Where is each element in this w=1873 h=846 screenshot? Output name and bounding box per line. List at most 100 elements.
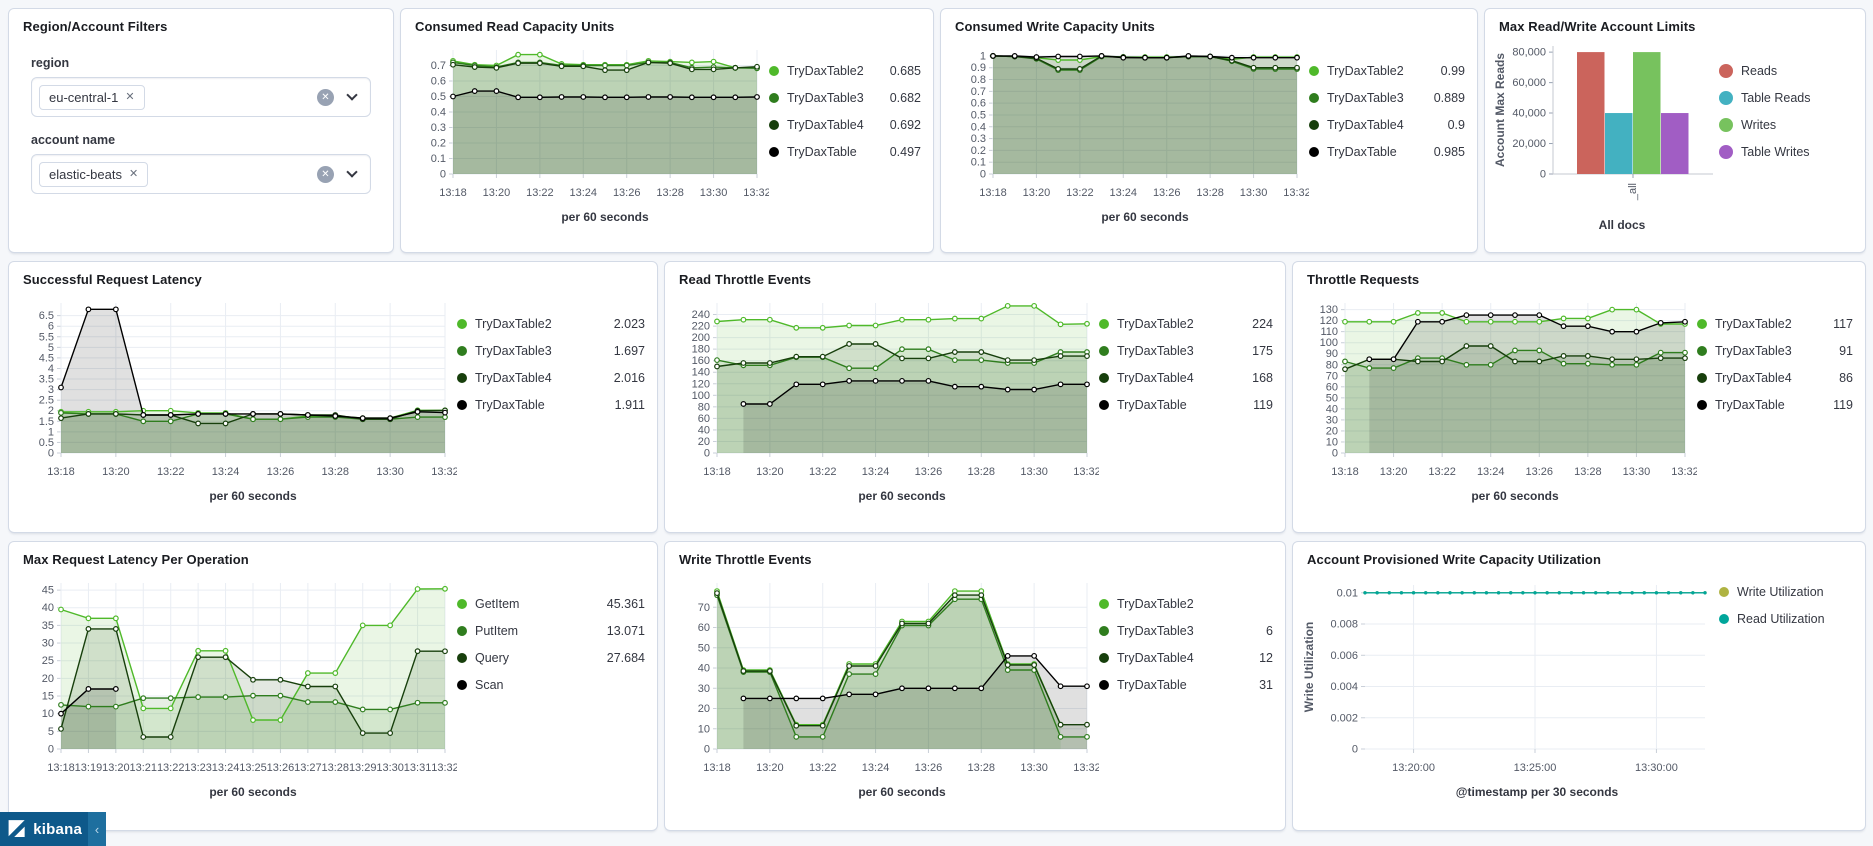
legend-item-trydaxtable[interactable]: TryDaxTable 0.985 <box>1309 145 1465 159</box>
legend-item-read-utilization[interactable]: Read Utilization <box>1719 612 1853 626</box>
legend-item-trydaxtable2[interactable]: TryDaxTable2 224 <box>1099 317 1273 331</box>
svg-text:_all: _all <box>1627 183 1639 201</box>
legend-item-write-utilization[interactable]: Write Utilization <box>1719 585 1853 599</box>
x-axis-label: per 60 seconds <box>858 785 946 799</box>
legend-item-trydaxtable3[interactable]: TryDaxTable3 0.682 <box>769 91 921 105</box>
collapse-sidebar-button[interactable]: ‹ <box>88 812 106 846</box>
chevron-down-icon[interactable] <box>346 89 358 101</box>
svg-text:13:30: 13:30 <box>376 466 404 478</box>
legend-series-name: Query <box>475 651 510 665</box>
legend-series-name: TryDaxTable3 <box>1715 344 1792 358</box>
legend-series-value: 0.985 <box>1433 145 1465 159</box>
svg-text:50: 50 <box>1326 392 1338 404</box>
max-account-limits-bar-chart[interactable]: 0 20,000 40,000 60,000 80,000 _all Account Max… <box>1491 38 1719 216</box>
clear-account-icon[interactable]: ✕ <box>317 165 334 183</box>
legend-item-reads[interactable]: Reads <box>1719 64 1853 78</box>
svg-text:4.5: 4.5 <box>39 352 54 364</box>
legend-item-trydaxtable[interactable]: TryDaxTable 31 <box>1099 678 1273 692</box>
legend-item-trydaxtable3[interactable]: TryDaxTable3 1.697 <box>457 344 645 358</box>
legend-item-trydaxtable[interactable]: TryDaxTable 1.911 <box>457 398 645 412</box>
chart-legend: Write Utilization Read Utilization <box>1719 571 1855 626</box>
remove-account-icon[interactable]: ✕ <box>128 167 139 180</box>
svg-text:13:22: 13:22 <box>809 762 837 774</box>
legend-item-query[interactable]: Query 27.684 <box>457 651 645 665</box>
legend-item-getitem[interactable]: GetItem 45.361 <box>457 597 645 611</box>
kibana-logo-text: kibana <box>33 820 82 838</box>
write-capacity-utilization-chart[interactable]: 0 0.002 0.004 0.006 0.008 0.01 13:20:00 13:25:0… <box>1299 571 1719 783</box>
svg-text:0.008: 0.008 <box>1330 619 1358 631</box>
successful-request-latency-chart[interactable]: 00.511.522.533.544.555.566.5 13:18 13:20 13… <box>15 291 457 487</box>
consumed-read-capacity-chart[interactable]: 0 0.1 0.2 0.3 0.4 0.5 0.6 0.7 13:18 13:20 13:22 13:… <box>407 38 769 208</box>
legend-item-trydaxtable4[interactable]: TryDaxTable4 86 <box>1697 371 1853 385</box>
panel-consumed-read-capacity: Consumed Read Capacity Units 0 0.1 0.2 0.3 0… <box>400 8 934 253</box>
svg-text:5.5: 5.5 <box>39 331 54 343</box>
write-throttle-events-chart[interactable]: 0 10 20 30 40 50 60 70 13:18 13:20 13:22 13:24 13:26… <box>671 571 1099 783</box>
x-axis-label: per 60 seconds <box>209 785 297 799</box>
region-selected-pill[interactable]: eu-central-1 ✕ <box>39 84 145 110</box>
panel-region-account-filters: Region/Account Filters region eu-central… <box>8 8 394 253</box>
svg-text:70: 70 <box>698 602 710 614</box>
legend-item-trydaxtable3[interactable]: TryDaxTable3 91 <box>1697 344 1853 358</box>
legend-item-trydaxtable2[interactable]: TryDaxTable2 117 <box>1697 317 1853 331</box>
legend-item-trydaxtable2[interactable]: TryDaxTable2 <box>1099 597 1273 611</box>
legend-item-trydaxtable4[interactable]: TryDaxTable4 2.016 <box>457 371 645 385</box>
clear-region-icon[interactable]: ✕ <box>317 88 334 106</box>
legend-item-writes[interactable]: Writes <box>1719 118 1853 132</box>
legend-item-scan[interactable]: Scan <box>457 678 645 692</box>
legend-series-name: TryDaxTable4 <box>1117 371 1194 385</box>
legend-item-trydaxtable4[interactable]: TryDaxTable4 12 <box>1099 651 1273 665</box>
legend-series-value: 224 <box>1252 317 1273 331</box>
legend-series-name: TryDaxTable2 <box>787 64 864 78</box>
legend-color-dot-icon <box>1309 120 1319 130</box>
svg-text:13:32: 13:32 <box>1671 466 1697 478</box>
region-filter-combobox[interactable]: eu-central-1 ✕ ✕ <box>31 77 371 117</box>
svg-text:13:20: 13:20 <box>1380 466 1408 478</box>
remove-region-icon[interactable]: ✕ <box>125 90 135 103</box>
legend-item-putitem[interactable]: PutItem 13.071 <box>457 624 645 638</box>
legend-color-dot-icon <box>457 626 467 636</box>
legend-item-trydaxtable4[interactable]: TryDaxTable4 0.9 <box>1309 118 1465 132</box>
legend-series-value: 31 <box>1259 678 1273 692</box>
svg-text:13:31: 13:31 <box>404 762 432 774</box>
legend-item-trydaxtable4[interactable]: TryDaxTable4 168 <box>1099 371 1273 385</box>
legend-item-trydaxtable3[interactable]: TryDaxTable3 175 <box>1099 344 1273 358</box>
legend-series-value: 0.685 <box>889 64 921 78</box>
legend-color-dot-icon <box>457 319 467 329</box>
legend-item-trydaxtable[interactable]: TryDaxTable 119 <box>1099 398 1273 412</box>
legend-item-trydaxtable3[interactable]: TryDaxTable3 6 <box>1099 624 1273 638</box>
legend-item-trydaxtable2[interactable]: TryDaxTable2 2.023 <box>457 317 645 331</box>
legend-color-dot-icon <box>1309 93 1319 103</box>
svg-text:13:26: 13:26 <box>267 466 295 478</box>
svg-text:10: 10 <box>1326 436 1338 448</box>
legend-item-trydaxtable4[interactable]: TryDaxTable4 0.692 <box>769 118 921 132</box>
panel-max-account-limits: Max Read/Write Account Limits 0 20,000 40,… <box>1484 8 1866 253</box>
legend-item-trydaxtable2[interactable]: TryDaxTable2 0.99 <box>1309 64 1465 78</box>
legend-color-dot-icon <box>1099 599 1109 609</box>
svg-text:0.4: 0.4 <box>431 107 446 119</box>
legend-item-table-reads[interactable]: Table Reads <box>1719 91 1853 105</box>
panel-max-request-latency: Max Request Latency Per Operation 0 5 10 15… <box>8 541 658 831</box>
account-filter-combobox[interactable]: elastic-beats ✕ ✕ <box>31 154 371 194</box>
x-axis-label: per 60 seconds <box>561 210 649 224</box>
legend-series-name: TryDaxTable4 <box>1715 371 1792 385</box>
svg-text:20,000: 20,000 <box>1512 138 1546 150</box>
svg-text:0.2: 0.2 <box>431 138 446 150</box>
legend-series-value: 27.684 <box>606 651 645 665</box>
chevron-down-icon[interactable] <box>346 166 358 178</box>
legend-color-dot-icon <box>457 400 467 410</box>
account-selected-pill[interactable]: elastic-beats ✕ <box>39 161 149 187</box>
legend-item-trydaxtable3[interactable]: TryDaxTable3 0.889 <box>1309 91 1465 105</box>
svg-text:0.6: 0.6 <box>431 76 446 88</box>
x-axis-label: per 60 seconds <box>1101 210 1189 224</box>
svg-text:13:30: 13:30 <box>1020 466 1048 478</box>
legend-item-trydaxtable2[interactable]: TryDaxTable2 0.685 <box>769 64 921 78</box>
legend-item-table-writes[interactable]: Table Writes <box>1719 145 1853 159</box>
consumed-write-capacity-chart[interactable]: 00.10.20.30.40.50.60.70.80.91 13:18 13:20 1… <box>947 38 1309 208</box>
legend-series-value: 1.911 <box>614 398 645 412</box>
legend-item-trydaxtable[interactable]: TryDaxTable 119 <box>1697 398 1853 412</box>
svg-text:0.002: 0.002 <box>1330 712 1358 724</box>
legend-item-trydaxtable[interactable]: TryDaxTable 0.497 <box>769 145 921 159</box>
